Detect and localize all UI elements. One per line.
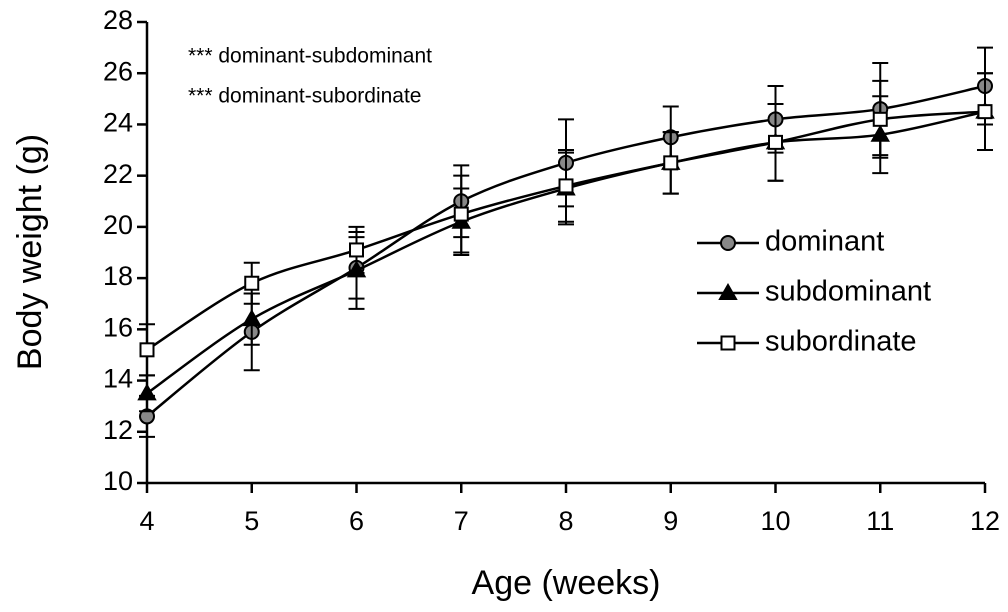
y-tick-label: 14 xyxy=(103,364,133,394)
y-tick-label: 16 xyxy=(103,312,133,342)
y-tick-label: 22 xyxy=(103,159,133,189)
y-tick-label: 26 xyxy=(103,56,133,86)
data-point xyxy=(558,178,574,194)
legend-label: dominant xyxy=(765,226,884,258)
legend-marker xyxy=(720,235,736,251)
y-tick-label: 20 xyxy=(103,210,133,240)
x-tick-label: 5 xyxy=(244,506,259,536)
data-point xyxy=(768,134,783,150)
legend-label: subordinate xyxy=(765,326,917,358)
data-point xyxy=(872,111,888,127)
x-tick-label: 9 xyxy=(663,506,678,536)
x-tick-label: 10 xyxy=(760,506,790,536)
data-point xyxy=(663,155,679,171)
x-axis-label: Age (weeks) xyxy=(472,564,661,602)
data-point xyxy=(977,104,993,120)
y-tick-label: 24 xyxy=(103,108,133,138)
y-axis-label: Body weight (g) xyxy=(11,134,49,370)
legend-label: subdominant xyxy=(765,276,931,308)
annotation: *** dominant-subdominant xyxy=(188,45,432,68)
data-point xyxy=(137,383,157,401)
x-tick-label: 7 xyxy=(454,506,469,536)
y-tick-label: 10 xyxy=(103,466,133,496)
x-tick-label: 11 xyxy=(866,506,894,536)
data-point xyxy=(139,342,155,358)
data-point xyxy=(244,275,260,291)
legend-marker xyxy=(720,335,736,351)
legend-marker xyxy=(718,282,738,300)
x-tick-label: 12 xyxy=(970,506,1000,536)
x-tick-label: 4 xyxy=(139,506,154,536)
annotation: *** dominant-subordinate xyxy=(188,85,421,108)
x-tick-label: 8 xyxy=(558,506,573,536)
data-point xyxy=(242,309,262,327)
x-tick-label: 6 xyxy=(349,506,364,536)
y-tick-label: 12 xyxy=(103,415,133,445)
data-point xyxy=(453,206,469,222)
y-tick-label: 18 xyxy=(103,261,133,291)
data-point xyxy=(349,242,364,258)
y-tick-label: 28 xyxy=(103,5,133,35)
